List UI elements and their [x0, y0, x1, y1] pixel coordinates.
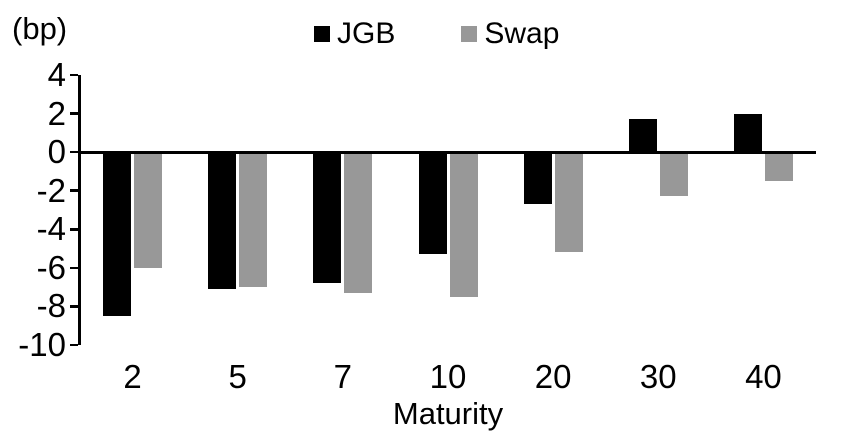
x-tick-label: 5	[228, 358, 247, 395]
x-tick-label: 40	[745, 358, 782, 395]
x-tick-label: 20	[534, 358, 572, 395]
y-tick-label: -8	[36, 287, 66, 325]
bar-jgb-40	[733, 113, 762, 153]
x-tick-label: 10	[429, 358, 467, 395]
zero-baseline	[78, 150, 816, 154]
y-tick-label: -10	[18, 326, 66, 363]
x-tick-label: 7	[333, 358, 353, 395]
legend-item-swap: Swap	[461, 16, 559, 52]
y-axis-tick	[70, 343, 78, 347]
y-axis-unit-label: (bp)	[12, 11, 68, 46]
bar-swap-7	[344, 152, 373, 293]
y-axis-line	[78, 75, 81, 345]
y-tick-label: 2	[47, 94, 66, 132]
legend-swatch-jgb	[314, 26, 330, 42]
bar-jgb-10	[418, 152, 447, 255]
y-tick-label: 4	[47, 56, 66, 93]
y-tick-label: -6	[36, 248, 66, 286]
legend-label-jgb: JGB	[337, 17, 396, 50]
y-axis-tick	[70, 150, 78, 154]
bar-jgb-2	[103, 152, 132, 317]
legend-label-swap: Swap	[484, 17, 560, 50]
bar-jgb-20	[523, 152, 552, 205]
x-tick-label: 30	[639, 358, 677, 395]
y-axis-tick	[70, 305, 78, 308]
bar-swap-40	[764, 152, 793, 182]
y-tick-label: 0	[47, 133, 66, 171]
y-tick-label: -4	[36, 210, 66, 248]
y-tick-label: -2	[36, 171, 66, 209]
y-axis-tick	[70, 266, 78, 270]
y-axis-tick	[70, 189, 78, 192]
y-axis-tick	[70, 228, 78, 231]
bar-swap-20	[554, 152, 583, 253]
bar-jgb-7	[313, 152, 342, 284]
bar-swap-2	[134, 152, 163, 268]
y-axis-tick	[70, 73, 78, 77]
x-tick-label: 2	[123, 358, 142, 395]
legend-item-jgb: JGB	[314, 16, 395, 52]
bar-jgb-5	[208, 152, 237, 290]
bar-jgb-30	[628, 119, 657, 153]
x-axis-title: Maturity	[392, 396, 504, 431]
legend-swatch-swap	[461, 26, 478, 42]
bar-swap-10	[449, 152, 478, 297]
legend: JGB Swap	[314, 16, 559, 52]
bar-swap-30	[659, 152, 688, 197]
y-axis-tick	[70, 112, 78, 115]
bar-swap-5	[239, 152, 268, 288]
